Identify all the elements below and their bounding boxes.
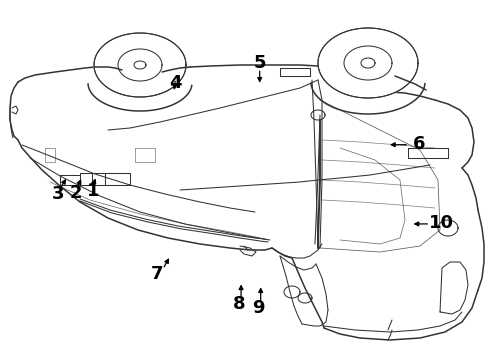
Text: 4: 4 <box>169 74 182 92</box>
Text: 1: 1 <box>87 182 99 200</box>
Text: 2: 2 <box>70 184 82 202</box>
Text: 8: 8 <box>233 295 245 313</box>
Text: 7: 7 <box>150 265 163 283</box>
Text: 3: 3 <box>51 185 64 203</box>
Text: 9: 9 <box>252 299 265 317</box>
Text: 6: 6 <box>413 135 425 153</box>
Polygon shape <box>318 28 418 98</box>
Polygon shape <box>94 33 186 97</box>
Text: 10: 10 <box>428 214 454 232</box>
Text: 5: 5 <box>253 54 266 72</box>
